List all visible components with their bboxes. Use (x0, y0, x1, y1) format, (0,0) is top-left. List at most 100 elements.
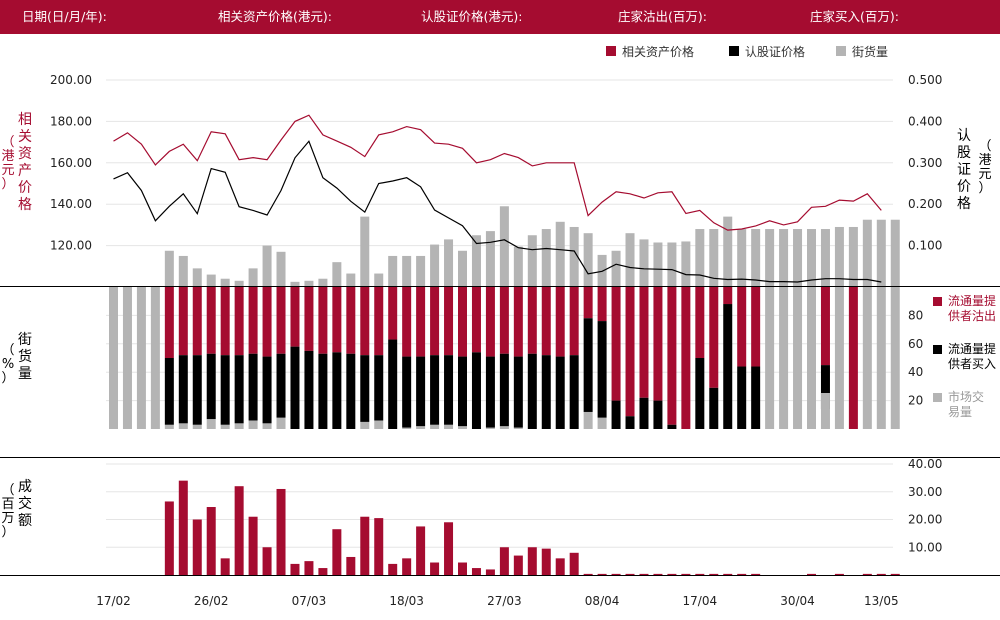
mm-buy-bar (304, 350, 314, 429)
mm-buy-bar (178, 355, 188, 424)
outstanding-bar (751, 229, 761, 287)
mm-sell-bar (681, 287, 691, 429)
x-tick-label: 26/02 (194, 594, 229, 608)
turnover-bar (234, 486, 244, 575)
legend-outstanding-swatch (836, 45, 846, 56)
y-mid-tick-label: 60 (908, 337, 923, 351)
mm-sell-bar (430, 287, 440, 356)
mm-sell-bar (346, 287, 356, 354)
header-underlying-price: 相关资产价格(港元): (218, 9, 332, 24)
mm-sell-bar (667, 287, 677, 425)
mm-buy-bar (820, 365, 830, 410)
market-volume-bar (262, 423, 272, 429)
market-volume-bar (820, 393, 830, 429)
turnover-bar (276, 488, 286, 575)
y-bottom-tick-label: 20.00 (908, 513, 942, 527)
x-tick-label: 17/04 (683, 594, 718, 608)
outstanding-bar (807, 229, 816, 287)
market-volume-bar (122, 287, 132, 429)
side-legend-mm-buy-swatch (933, 345, 942, 354)
turnover-bar (402, 558, 412, 575)
mm-sell-bar (318, 287, 328, 354)
mm-buy-bar (569, 355, 579, 429)
outstanding-bar (416, 255, 426, 287)
turnover-bar (653, 573, 663, 575)
outstanding-bar (765, 229, 775, 287)
mm-sell-bar (569, 287, 579, 356)
mm-buy-bar (513, 356, 523, 428)
mm-buy-bar (751, 366, 761, 429)
market-volume-bar (416, 426, 426, 429)
y-left-tick-label: 160.00 (50, 156, 92, 170)
outstanding-unit: （ % ） (1, 343, 15, 386)
mm-buy-bar (499, 353, 509, 427)
turnover-bar (304, 561, 314, 575)
outstanding-bar (639, 239, 649, 287)
turnover-bar (458, 562, 467, 575)
outstanding-bar (276, 251, 286, 287)
legend-warrant-swatch (729, 45, 739, 56)
market-volume-bar (834, 287, 844, 429)
turnover-bar (332, 529, 342, 575)
turnover-bar (513, 555, 523, 575)
outstanding-bar (569, 226, 579, 287)
mm-buy-bar (444, 355, 454, 425)
legend-outstanding: 街货量 (836, 43, 888, 59)
mm-buy-bar (430, 355, 440, 425)
mm-buy-bar (332, 352, 342, 429)
outstanding-bar (360, 216, 370, 287)
mm-sell-bar (416, 287, 426, 357)
y-mid-tick-label: 80 (908, 308, 923, 322)
y-right-tick-label: 0.500 (908, 73, 942, 87)
mm-sell-bar (583, 287, 593, 319)
turnover-bar (541, 548, 551, 575)
mm-buy-bar (541, 355, 551, 429)
turnover-bar (639, 573, 649, 575)
outstanding-bar (555, 221, 565, 287)
outstanding-bar (332, 262, 342, 287)
market-volume-bar (862, 287, 872, 429)
outstanding-bar (583, 233, 593, 287)
outstanding-bar (667, 242, 677, 287)
turnover-bar (681, 573, 691, 575)
turnover-bar (262, 547, 272, 575)
turnover-bar (723, 573, 733, 575)
x-tick-label: 08/04 (585, 594, 620, 608)
outstanding-bar (471, 235, 481, 287)
turnover-bar (164, 501, 174, 575)
turnover-bar (667, 573, 677, 575)
market-volume-bar (890, 287, 900, 429)
outstanding-label: 街 货 量 (18, 332, 32, 382)
mm-sell-bar (458, 287, 467, 357)
outstanding-bar (890, 219, 900, 287)
y-left-tick-label: 180.00 (50, 114, 92, 128)
outstanding-bar (611, 250, 621, 287)
x-tick-label: 13/05 (864, 594, 899, 608)
mm-buy-bar (164, 358, 174, 425)
x-tick-label: 27/03 (487, 594, 522, 608)
header-date: 日期(日/月/年): (22, 9, 107, 24)
outstanding-bar (430, 244, 440, 287)
y-mid-tick-label: 20 (908, 394, 923, 408)
outstanding-bar (681, 241, 691, 287)
turnover-bar (709, 573, 719, 575)
market-volume-bar (374, 420, 384, 429)
outstanding-bar (848, 226, 858, 287)
mm-sell-bar (234, 287, 244, 356)
mm-sell-bar (248, 287, 258, 354)
turnover-bar (444, 522, 454, 575)
mm-sell-bar (164, 287, 174, 358)
mm-sell-bar (304, 287, 314, 351)
market-volume-bar (807, 287, 816, 429)
mm-buy-bar (709, 387, 719, 429)
market-volume-bar (458, 426, 467, 429)
price-right-unit: （ 港 元 ） (978, 139, 992, 196)
mm-buy-bar (290, 346, 300, 429)
outstanding-bar (192, 268, 202, 287)
market-volume-bar (765, 287, 775, 429)
mm-sell-bar (360, 287, 370, 356)
y-bottom-tick-label: 30.00 (908, 485, 942, 499)
turnover-bar (695, 573, 705, 575)
outstanding-bar (709, 229, 719, 287)
outstanding-bar (513, 246, 523, 287)
